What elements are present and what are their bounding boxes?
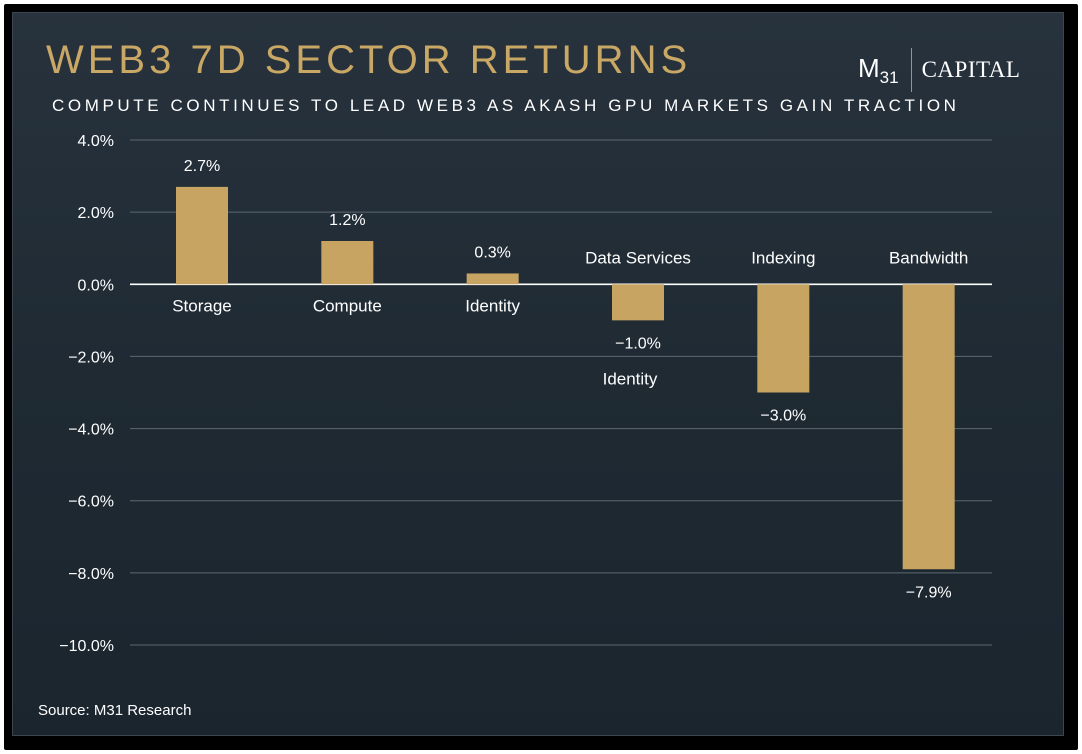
y-tick-label: −4.0% [68, 422, 114, 439]
bar [321, 241, 374, 285]
category-label: Indexing [751, 248, 815, 267]
y-tick-label: −2.0% [68, 349, 114, 366]
y-tick-label: −6.0% [68, 494, 114, 511]
y-tick-label: 4.0% [78, 133, 114, 150]
logo-m-text: M [858, 52, 880, 83]
bar [612, 284, 664, 321]
annotation-label: Identity [603, 369, 658, 388]
y-tick-label: −8.0% [68, 566, 114, 583]
chart-panel [12, 12, 1064, 736]
chart-title: WEB3 7D SECTOR RETURNS [46, 38, 692, 82]
category-label: Compute [313, 296, 382, 315]
bar [176, 186, 228, 285]
category-label: Bandwidth [889, 248, 968, 267]
logo-divider [910, 48, 912, 92]
bar [757, 284, 810, 393]
bar [466, 273, 519, 285]
logo-31-text: 31 [879, 67, 899, 87]
y-tick-label: −10.0% [59, 638, 114, 655]
source-note: Source: M31 Research [38, 702, 192, 719]
category-label: Data Services [585, 248, 691, 267]
logo-capital-text: CAPITAL [921, 57, 1021, 82]
logo-mark: M31 [858, 53, 899, 88]
category-label: Identity [465, 296, 520, 315]
y-tick-label: 2.0% [78, 205, 114, 222]
data-label: 0.3% [474, 244, 510, 261]
bar [902, 284, 955, 570]
category-label: Storage [172, 296, 232, 315]
data-label: −7.9% [906, 584, 952, 601]
data-label: −3.0% [760, 408, 806, 425]
m31-capital-logo: M31 CAPITAL [858, 48, 1020, 92]
data-label: −1.0% [615, 335, 661, 352]
chart-subtitle: COMPUTE CONTINUES TO LEAD WEB3 AS AKASH … [52, 96, 960, 115]
y-tick-label: 0.0% [78, 277, 114, 294]
data-label: 2.7% [184, 158, 220, 175]
data-label: 1.2% [329, 212, 365, 229]
